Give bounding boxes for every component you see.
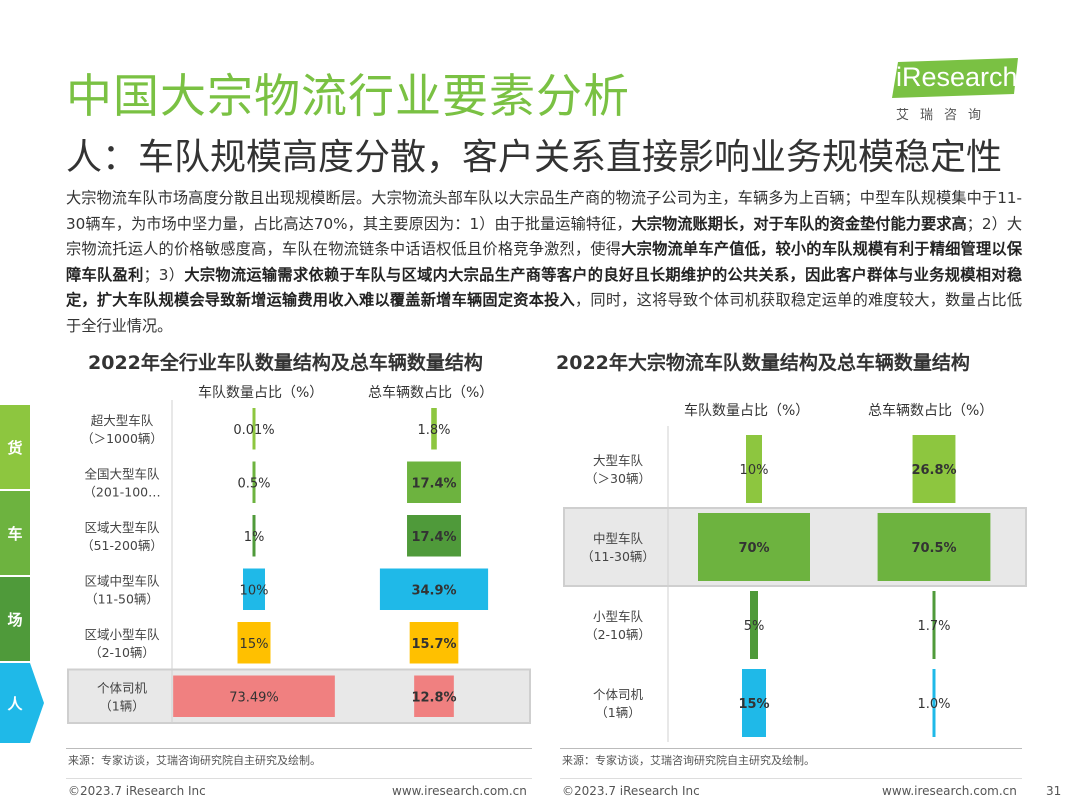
category-label: （＞1000辆） bbox=[81, 431, 163, 446]
bar-value-label: 0.01% bbox=[233, 423, 274, 438]
paragraph-run: 大宗物流车队市场高度分散且出现规模断层。大宗物流头部车队以大宗品生产商的物流子公… bbox=[66, 189, 1022, 233]
category-label: （11-30辆） bbox=[581, 549, 655, 564]
bar-value-label: 70.5% bbox=[911, 541, 956, 556]
chart2-title: 2022年大宗物流车队数量结构及总车辆数量结构 bbox=[556, 352, 970, 374]
bar-value-label: 34.9% bbox=[411, 583, 456, 598]
chart2-col-fleet-head: 车队数量占比（%） bbox=[684, 403, 810, 419]
bar-fleet bbox=[746, 435, 762, 503]
logo-text: iResearch bbox=[896, 62, 1018, 92]
bar-vehicle bbox=[409, 622, 459, 664]
bar-vehicle bbox=[431, 408, 437, 450]
bar-fleet bbox=[173, 675, 335, 717]
bar-vehicle bbox=[912, 435, 956, 503]
side-tab-venue[interactable]: 场 bbox=[0, 577, 30, 661]
bar-value-label: 10% bbox=[740, 463, 769, 478]
logo-badge-icon bbox=[892, 58, 1018, 98]
category-label: （2-10辆） bbox=[585, 627, 651, 642]
page-number: 31 bbox=[1046, 784, 1062, 798]
bar-value-label: 10% bbox=[240, 583, 269, 598]
bar-value-label: 1.7% bbox=[917, 619, 950, 634]
side-tab-people-arrow[interactable] bbox=[0, 663, 46, 743]
category-label: 区域中型车队 bbox=[84, 573, 160, 588]
intro-paragraph: 大宗物流车队市场高度分散且出现规模断层。大宗物流头部车队以大宗品生产商的物流子公… bbox=[66, 186, 1022, 340]
source-note-right: 来源：专家访谈，艾瑞咨询研究院自主研究及绘制。 bbox=[562, 754, 815, 767]
divider-left bbox=[66, 748, 532, 749]
category-label: （11-50辆） bbox=[85, 591, 159, 606]
category-label: 区域小型车队 bbox=[84, 627, 160, 642]
footer-line-right bbox=[560, 778, 1022, 779]
bar-vehicle bbox=[407, 461, 461, 503]
category-label: 小型车队 bbox=[593, 609, 644, 624]
chart2-svg: 大型车队 （＞30辆） 中型车队 （11-30辆） 小型车队 （2-10辆） 个体司机 （1辆… bbox=[563, 426, 1027, 742]
page-subtitle: 人：车队规模高度分散，客户关系直接影响业务规模稳定性 bbox=[66, 137, 1003, 178]
logo-subtext: 艾瑞咨询 bbox=[896, 108, 993, 123]
category-label: 个体司机 bbox=[97, 680, 148, 695]
bar-fleet bbox=[698, 513, 810, 581]
bar-value-label: 15% bbox=[738, 697, 769, 712]
footer-line-left bbox=[66, 778, 532, 779]
bar-value-label: 73.49% bbox=[229, 690, 279, 705]
chart1-col-vehicle-head: 总车辆数占比（%） bbox=[368, 385, 494, 401]
paragraph-run: ，同时，这将导致个体司机获取稳定运单的难度较大，数量占比低于全行业情况。 bbox=[66, 291, 1023, 335]
bar-vehicle bbox=[932, 669, 936, 737]
bar-value-label: 26.8% bbox=[911, 463, 956, 478]
side-tab-cargo[interactable]: 货 bbox=[0, 405, 30, 489]
bar-vehicle bbox=[932, 591, 936, 659]
chart1-col-fleet-head: 车队数量占比（%） bbox=[198, 385, 324, 401]
bar-vehicle bbox=[407, 515, 461, 557]
category-label: 大型车队 bbox=[593, 453, 644, 468]
paragraph-run: ；3） bbox=[143, 265, 185, 284]
category-label: （2-10辆） bbox=[89, 645, 155, 660]
bar-value-label: 17.4% bbox=[411, 530, 456, 545]
chart2-col-vehicle-head: 总车辆数占比（%） bbox=[868, 403, 994, 419]
category-label: 超大型车队 bbox=[91, 413, 154, 428]
bar-vehicle bbox=[877, 513, 991, 581]
bar-fleet bbox=[243, 568, 265, 610]
paragraph-bold-run: 大宗物流单车产值低，较小的车队规模有利于精细管理以保障车队盈利 bbox=[66, 240, 1023, 284]
bar-value-label: 15.7% bbox=[411, 637, 456, 652]
bar-value-label: 1.0% bbox=[917, 697, 950, 712]
bar-value-label: 70% bbox=[738, 541, 769, 556]
footer-copyright-left: ©2023.7 iResearch Inc bbox=[68, 784, 206, 798]
category-label: 个体司机 bbox=[593, 687, 644, 702]
bar-value-label: 5% bbox=[744, 619, 765, 634]
chart1-title: 2022年全行业车队数量结构及总车辆数量结构 bbox=[88, 352, 483, 374]
divider-right bbox=[560, 748, 1022, 749]
paragraph-bold-run: 大宗物流账期长，对于车队的资金垫付能力要求高 bbox=[631, 214, 967, 233]
bar-fleet bbox=[252, 515, 256, 557]
bar-fleet bbox=[252, 461, 256, 503]
bar-value-label: 0.5% bbox=[237, 476, 270, 491]
bar-value-label: 17.4% bbox=[411, 476, 456, 491]
page-title: 中国大宗物流行业要素分析 bbox=[66, 69, 630, 123]
side-tab-vehicle[interactable]: 车 bbox=[0, 491, 30, 575]
paragraph-bold-run: 大宗物流运输需求依赖于车队与区域内大宗品生产商等客户的良好且长期维护的公共关系，… bbox=[66, 265, 1023, 310]
footer-copyright-right: ©2023.7 iResearch Inc bbox=[562, 784, 700, 798]
category-label: （＞30辆） bbox=[585, 471, 651, 486]
category-label: （1辆） bbox=[99, 698, 144, 713]
side-tab-people[interactable]: 人 bbox=[7, 694, 23, 713]
category-label: 中型车队 bbox=[593, 531, 644, 546]
bar-value-label: 1.8% bbox=[417, 423, 450, 438]
bar-fleet bbox=[237, 622, 271, 664]
footer-url-right[interactable]: www.iresearch.com.cn bbox=[882, 784, 1017, 798]
iresearch-logo: iResearch 艾瑞咨询 bbox=[892, 58, 1022, 128]
category-label: （51-200辆） bbox=[81, 538, 163, 553]
bar-value-label: 15% bbox=[240, 637, 269, 652]
chart1-svg: 超大型车队 （＞1000辆） 全国大型车队 （201-100… 区域大型车队 （51-20… bbox=[67, 400, 531, 724]
bar-fleet bbox=[750, 591, 758, 659]
paragraph-run: ；2）大宗物流托运人的价格敏感度高，车队在物流链条中话语权低且价格竞争激烈，使得 bbox=[66, 214, 1023, 259]
footer-url-left[interactable]: www.iresearch.com.cn bbox=[392, 784, 527, 798]
category-label: （201-100… bbox=[83, 484, 160, 499]
bar-fleet bbox=[742, 669, 766, 737]
bar-fleet bbox=[252, 408, 256, 450]
bar-value-label: 1% bbox=[244, 530, 265, 545]
category-label: 全国大型车队 bbox=[84, 466, 160, 481]
category-label: 区域大型车队 bbox=[84, 520, 160, 535]
bar-vehicle bbox=[379, 568, 489, 610]
bar-vehicle bbox=[414, 675, 454, 717]
source-note-left: 来源：专家访谈，艾瑞咨询研究院自主研究及绘制。 bbox=[68, 754, 321, 767]
category-label: （1辆） bbox=[595, 705, 640, 720]
bar-value-label: 12.8% bbox=[411, 690, 456, 705]
